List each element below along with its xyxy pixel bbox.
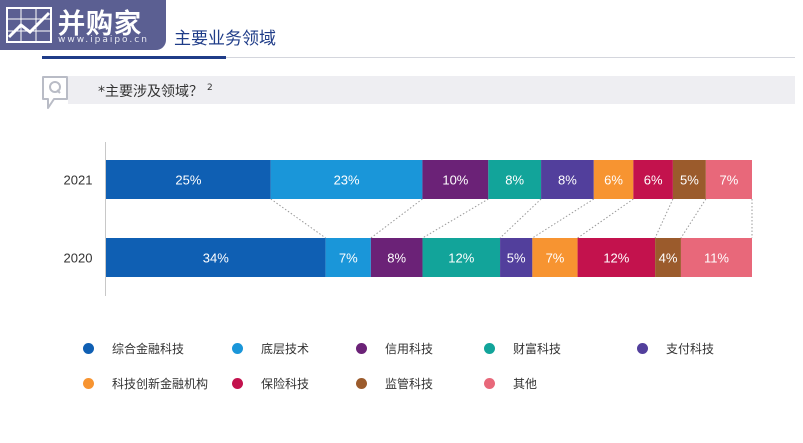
legend-label: 综合金融科技 bbox=[112, 342, 185, 356]
bar-segment bbox=[577, 238, 656, 277]
data-label: 4% bbox=[659, 251, 678, 266]
footnote-marker: 2 bbox=[207, 83, 213, 94]
legend-item: 信用科技 bbox=[356, 340, 433, 357]
connector-line bbox=[422, 198, 489, 239]
page-title: 主要业务领域 bbox=[174, 29, 276, 49]
category-label: 2020 bbox=[64, 251, 93, 266]
question-text: *主要涉及领域？ 2 bbox=[98, 81, 213, 101]
legend-label: 其他 bbox=[513, 377, 538, 391]
legend-swatch bbox=[356, 378, 367, 389]
bar-segment bbox=[422, 238, 501, 277]
legend-label: 支付科技 bbox=[666, 342, 715, 356]
bar-segment bbox=[705, 160, 752, 199]
logo: 并购家 www.ipaipo.cn bbox=[0, 0, 166, 50]
connector-line bbox=[270, 198, 326, 239]
connector-line bbox=[499, 198, 542, 239]
connector-line bbox=[532, 198, 595, 239]
legend-label: 财富科技 bbox=[513, 342, 562, 356]
legend-swatch bbox=[83, 343, 94, 354]
legend-swatch bbox=[637, 343, 648, 354]
bar-segment bbox=[680, 238, 752, 277]
bar-segment bbox=[488, 160, 542, 199]
legend-label: 底层技术 bbox=[261, 342, 310, 356]
chart-logo-icon bbox=[6, 7, 52, 43]
data-label: 12% bbox=[448, 251, 474, 266]
data-label: 34% bbox=[203, 251, 229, 266]
connector-line bbox=[370, 198, 423, 239]
category-label: 2021 bbox=[64, 173, 93, 188]
divider bbox=[226, 57, 795, 58]
data-label: 6% bbox=[604, 173, 623, 188]
connector-line bbox=[654, 198, 674, 239]
legend-swatch bbox=[232, 343, 243, 354]
legend-swatch bbox=[484, 378, 495, 389]
legend-item: 科技创新金融机构 bbox=[83, 375, 208, 392]
bar-segment bbox=[270, 160, 423, 199]
legend-label: 信用科技 bbox=[385, 342, 434, 356]
bar-segment bbox=[422, 160, 489, 199]
data-label: 23% bbox=[334, 173, 360, 188]
legend-label: 保险科技 bbox=[261, 377, 310, 391]
bar-segment bbox=[500, 238, 533, 277]
legend-item: 财富科技 bbox=[484, 340, 561, 357]
legend-item: 保险科技 bbox=[232, 375, 309, 392]
legend-item: 综合金融科技 bbox=[83, 340, 184, 357]
data-label: 7% bbox=[720, 173, 739, 188]
data-label: 25% bbox=[175, 173, 201, 188]
legend-item: 支付科技 bbox=[637, 340, 714, 357]
legend-item: 其他 bbox=[484, 375, 537, 392]
bar-segment bbox=[593, 160, 634, 199]
logo-url: www.ipaipo.cn bbox=[58, 35, 149, 45]
legend-item: 底层技术 bbox=[232, 340, 309, 357]
bar-segment bbox=[532, 238, 578, 277]
legend-swatch bbox=[484, 343, 495, 354]
data-label: 5% bbox=[507, 251, 526, 266]
data-label: 6% bbox=[644, 173, 663, 188]
connector-line bbox=[577, 198, 634, 239]
data-label: 11% bbox=[704, 251, 729, 266]
data-label: 12% bbox=[603, 251, 629, 266]
logo-text: 并购家 bbox=[58, 9, 142, 40]
question-icon bbox=[42, 76, 68, 109]
data-label: 8% bbox=[558, 173, 577, 188]
data-label: 7% bbox=[339, 251, 358, 266]
legend-item: 监管科技 bbox=[356, 375, 433, 392]
bar-segment bbox=[325, 238, 371, 277]
title-underline bbox=[42, 56, 226, 59]
connector-line bbox=[680, 198, 707, 239]
bar-segment bbox=[106, 160, 271, 199]
legend-label: 监管科技 bbox=[385, 377, 434, 391]
data-label: 10% bbox=[442, 173, 468, 188]
bar-segment bbox=[672, 160, 706, 199]
legend-label: 科技创新金融机构 bbox=[112, 377, 209, 391]
data-label: 7% bbox=[546, 251, 565, 266]
legend-swatch bbox=[356, 343, 367, 354]
bar-segment bbox=[106, 238, 326, 277]
legend-swatch bbox=[232, 378, 243, 389]
bar-segment bbox=[655, 238, 681, 277]
bar-segment bbox=[541, 160, 594, 199]
legend-swatch bbox=[83, 378, 94, 389]
data-label: 8% bbox=[387, 251, 406, 266]
bar-segment bbox=[370, 238, 423, 277]
question-label: *主要涉及领域？ bbox=[98, 84, 203, 100]
data-label: 5% bbox=[680, 173, 699, 188]
question-bar bbox=[68, 76, 795, 104]
bar-segment bbox=[633, 160, 673, 199]
data-label: 8% bbox=[505, 173, 524, 188]
